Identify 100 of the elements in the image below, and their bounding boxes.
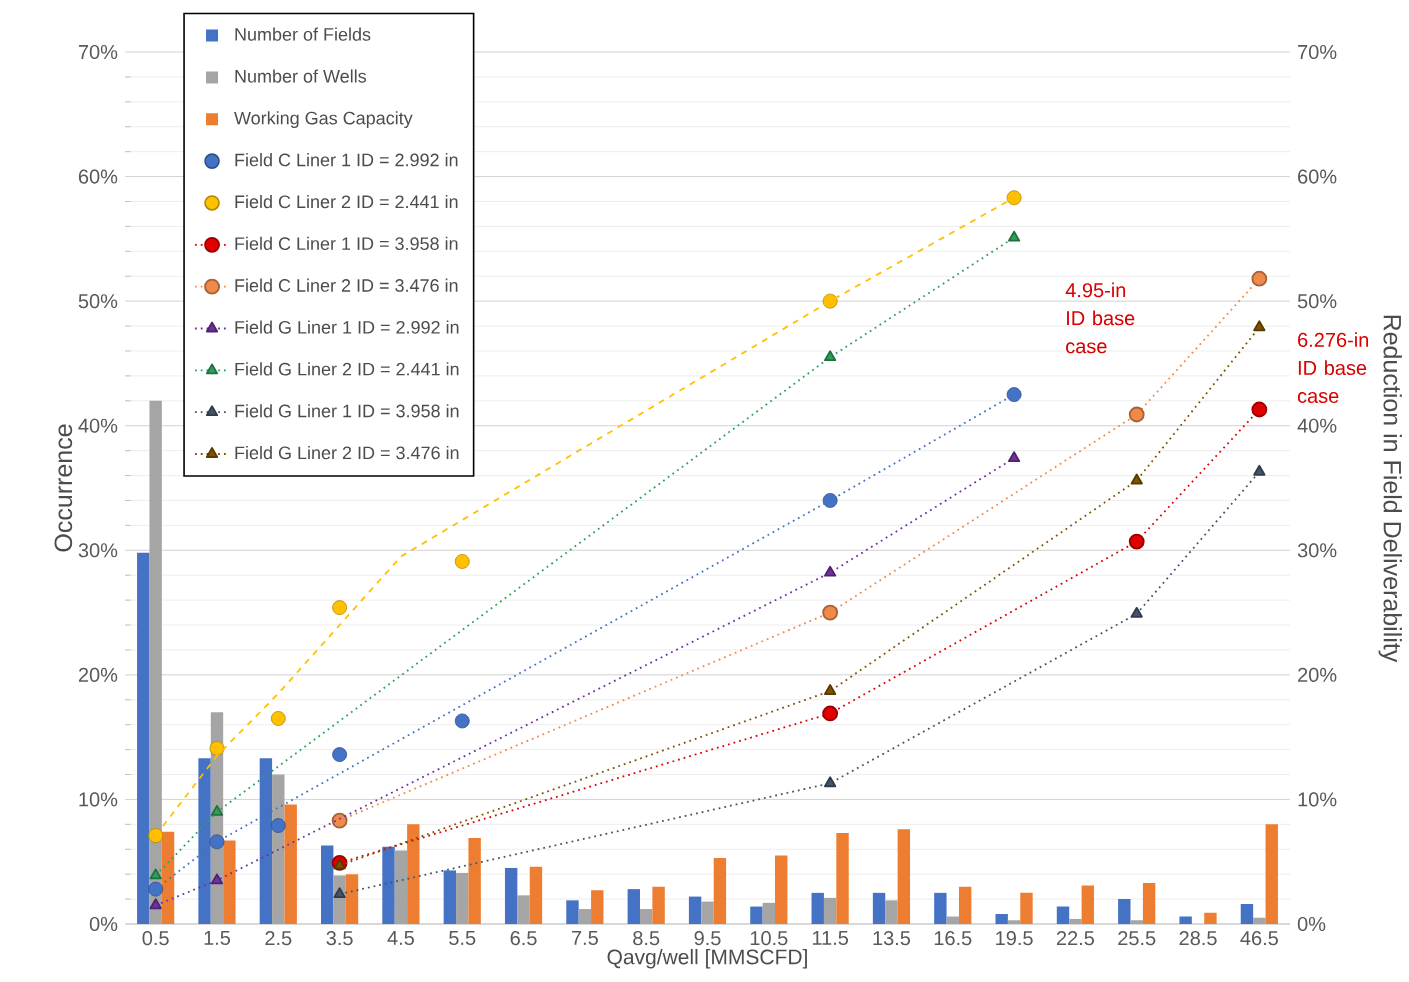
point [454,554,470,569]
x-tick-label: 7.5 [572,931,598,946]
y2-tick-label: 20% [1298,667,1337,682]
legend-label: Working Gas Capacity [234,111,413,129]
x-tick-label: 1.5 [204,931,231,946]
x-tick-label: 10.5 [750,931,788,946]
point [822,705,839,722]
bar [958,886,972,924]
y-tick-label: 50% [78,294,118,309]
bar [1240,904,1254,924]
point [824,565,837,577]
bar [1179,916,1192,924]
x-tick-label: 16.5 [934,931,972,946]
point [1253,320,1266,332]
bar [811,892,824,924]
legend-label: Number of Wells [235,69,367,83]
x-tick-label: 9.5 [694,931,721,946]
point [332,600,348,615]
y2-tick-label: 70% [1298,44,1337,60]
bar [161,831,175,924]
bar [1007,920,1021,924]
legend-label: Field C Liner 2 ID = 3.476 in [235,278,458,292]
bar [517,895,530,924]
point [148,881,164,897]
point [332,747,348,762]
bar [284,804,297,924]
y-tick-label: 60% [78,169,118,184]
point [822,493,838,508]
point [209,740,225,756]
legend-label: Number of Fields [235,27,371,41]
bar [578,909,592,924]
y2-axis-title: Reduction in Field Deliverability [1378,315,1402,663]
point [1006,387,1022,402]
point [822,604,839,621]
legend-label: Field C Liner 1 ID = 2.992 in [235,153,458,167]
bar [775,855,788,924]
bar [1069,919,1082,924]
x-tick-label: 0.5 [142,931,169,946]
point [333,887,346,898]
bar [468,838,481,924]
y-tick-label: 20% [78,667,118,682]
bar [627,889,640,924]
point [1128,533,1145,550]
bar [1253,917,1266,924]
point [331,812,348,829]
bar [394,850,408,924]
point [824,684,837,695]
legend-label: Field G Liner 2 ID = 3.476 in [235,445,459,460]
legend-label: Field G Liner 2 ID = 2.441 in [235,362,459,376]
y-tick-label: 40% [78,418,118,433]
x-tick-label: 5.5 [449,931,476,946]
bar [688,896,702,924]
bar [223,840,236,924]
x-tick-label: 8.5 [633,931,660,946]
x-tick-label: 6.5 [510,931,537,946]
bar [836,833,849,924]
y2-tick-label: 0% [1297,916,1326,932]
point [1128,406,1145,423]
bar [1265,824,1278,924]
bar [591,890,604,924]
bar [504,867,518,924]
y2-tick-label: 40% [1297,418,1337,433]
point [210,804,224,816]
bar [934,892,947,924]
point [149,898,162,910]
legend-label: Field G Liner 1 ID = 2.992 in [235,320,459,334]
point [270,711,286,726]
bar [701,901,714,924]
bar [149,400,162,924]
x-tick-label: 4.5 [387,931,414,946]
point [1251,401,1268,418]
bar [382,846,395,924]
point [1130,473,1143,485]
bar [1020,892,1033,924]
y-axis-title: Occurrence [54,424,73,552]
bar [995,914,1008,924]
point [824,350,837,362]
y2-tick-label: 50% [1297,294,1337,309]
text: 6.276-in ID base case [1297,332,1369,403]
point [1006,190,1022,206]
bar [762,902,776,924]
point [149,868,162,880]
bar [1056,906,1070,924]
x-tick-label: 28.5 [1179,931,1217,946]
point [209,834,225,850]
bar [1204,912,1217,924]
bar [1081,885,1094,924]
legend-label: Field C Liner 1 ID = 3.958 in [235,236,458,251]
x-tick-label: 2.5 [265,931,292,946]
bar [897,829,911,924]
point [824,776,837,788]
legend-label: Field G Liner 1 ID = 3.958 in [235,404,459,418]
bar [639,909,653,924]
y-tick-label: 10% [79,792,118,807]
point [822,293,838,309]
point [454,713,470,729]
x-tick-label: 46.5 [1240,931,1278,946]
y2-tick-label: 30% [1297,543,1337,558]
x-tick-label: 3.5 [326,931,353,946]
y-tick-label: 0% [89,916,118,932]
